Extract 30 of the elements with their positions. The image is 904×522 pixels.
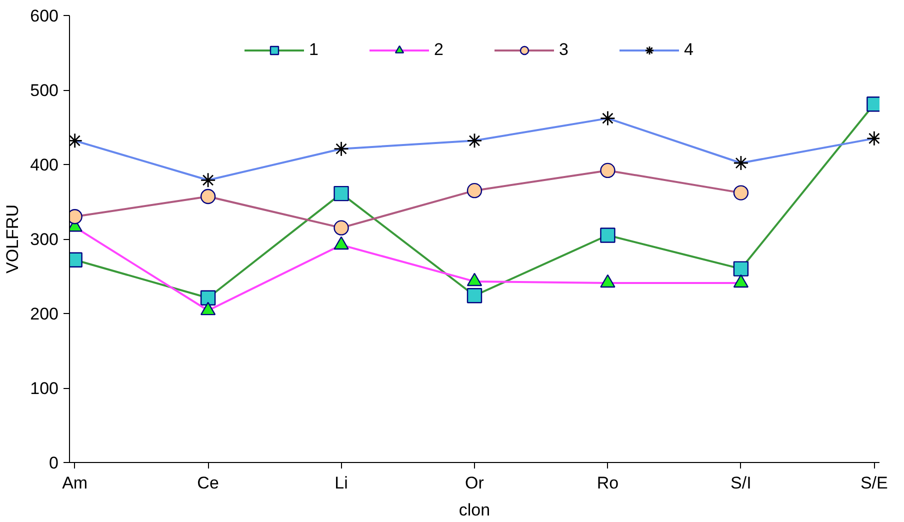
point — [200, 290, 216, 306]
y-tick-label: 400 — [30, 156, 59, 174]
x-tick-label: Am — [62, 474, 88, 492]
point — [733, 185, 749, 200]
legend-label: 4 — [684, 40, 694, 60]
point — [466, 288, 482, 304]
y-tick-label: 500 — [30, 81, 59, 100]
y-axis-title: VOLFRU — [3, 204, 22, 274]
x-axis-title: clon — [458, 500, 490, 520]
point — [600, 162, 616, 178]
point — [733, 261, 749, 276]
y-tick-label: 300 — [30, 230, 59, 249]
point — [334, 220, 349, 236]
legend-label: 3 — [559, 40, 570, 60]
point — [334, 186, 349, 202]
x-tick-label: S/E — [860, 474, 888, 492]
legend-label: 2 — [434, 40, 444, 60]
legend-label: 1 — [309, 40, 320, 60]
x-tick-label: Li — [334, 474, 348, 492]
point — [466, 182, 482, 198]
point — [200, 188, 216, 204]
point — [600, 228, 616, 243]
x-tick-label: Ce — [197, 474, 219, 492]
x-tick-label: S/I — [730, 474, 752, 492]
y-tick-label: 0 — [49, 454, 59, 472]
y-tick-label: 600 — [30, 6, 59, 26]
y-tick-label: 200 — [30, 304, 59, 324]
x-tick-label: Or — [465, 474, 484, 492]
x-tick-label: Ro — [596, 474, 619, 492]
y-tick-label: 100 — [30, 379, 59, 398]
